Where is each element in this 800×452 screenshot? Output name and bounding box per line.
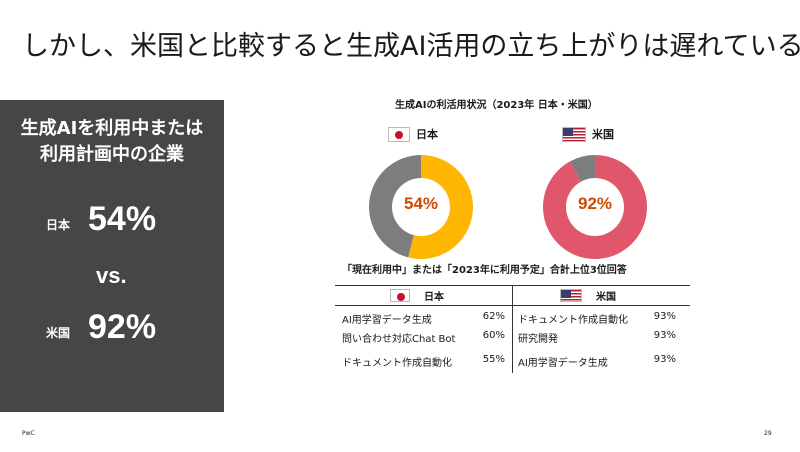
table-column-divider: [512, 285, 513, 373]
summary-heading-line1: 生成AIを利用中または: [20, 118, 204, 139]
japan-item-2-value: 60%: [482, 330, 505, 341]
us-donut-slice-2: [569, 155, 595, 182]
japan-chart-tag: 日本: [388, 126, 438, 142]
slide-title: しかし、米国と比較すると生成AI活用の立ち上がりは遅れている: [22, 31, 800, 62]
japan-donut-slice-1: [408, 155, 473, 259]
chart-section-title: 生成AIの利活用状況（2023年 日本・米国）: [395, 100, 598, 111]
us-flag-icon: [562, 126, 586, 142]
us-item-1-name: ドキュメント作成自動化: [518, 315, 628, 326]
summary-japan-label: 日本: [46, 218, 71, 232]
japan-donut-chart: [368, 155, 473, 259]
us-item-1-value: 93%: [653, 311, 676, 322]
summary-us-value: 92%: [88, 308, 157, 346]
japan-donut-center-label: 54%: [403, 194, 439, 213]
summary-heading-line2: 利用計画中の企業: [40, 144, 184, 165]
us-chart-tag: 米国: [562, 126, 614, 142]
japan-item-3-name: ドキュメント作成自動化: [342, 358, 452, 369]
us-column-header: 米国: [560, 288, 616, 303]
us-item-3-name: AI用学習データ生成: [518, 358, 608, 369]
japan-item-1-name: AI用学習データ生成: [342, 315, 432, 326]
us-donut-slice-1: [543, 155, 647, 259]
us-chart-label: 米国: [592, 128, 614, 141]
japan-item-1-value: 62%: [482, 311, 505, 322]
summary-us-label: 米国: [46, 326, 71, 340]
summary-panel: 生成AIを利用中または 利用計画中の企業 日本 54% vs. 米国 92%: [0, 100, 224, 412]
japan-flag-icon: [388, 126, 410, 142]
japan-column-header: 日本: [390, 288, 444, 303]
top3-title: 「現在利用中」または「2023年に利用予定」合計上位3位回答: [342, 265, 627, 276]
summary-japan-value: 54%: [88, 200, 157, 238]
japan-item-2-name: 問い合わせ対応Chat Bot: [342, 334, 456, 345]
us-column-header-label: 米国: [596, 292, 616, 303]
footer-brand: PwC: [22, 430, 35, 437]
us-header-flag-icon: [560, 289, 582, 302]
summary-heading: 生成AIを利用中または 利用計画中の企業: [0, 116, 224, 168]
us-donut-chart: [543, 155, 647, 259]
japan-column-header-label: 日本: [424, 292, 444, 303]
footer-page-number: 29: [764, 430, 772, 437]
us-item-2-name: 研究開発: [518, 334, 558, 345]
japan-header-flag-icon: [390, 289, 410, 302]
us-donut-center-label: 92%: [577, 194, 613, 213]
us-item-2-value: 93%: [653, 330, 676, 341]
japan-chart-label: 日本: [416, 128, 438, 141]
us-item-3-value: 93%: [653, 354, 676, 365]
summary-vs: vs.: [96, 263, 127, 288]
japan-donut-slice-2: [368, 155, 421, 258]
japan-item-3-value: 55%: [482, 354, 505, 365]
